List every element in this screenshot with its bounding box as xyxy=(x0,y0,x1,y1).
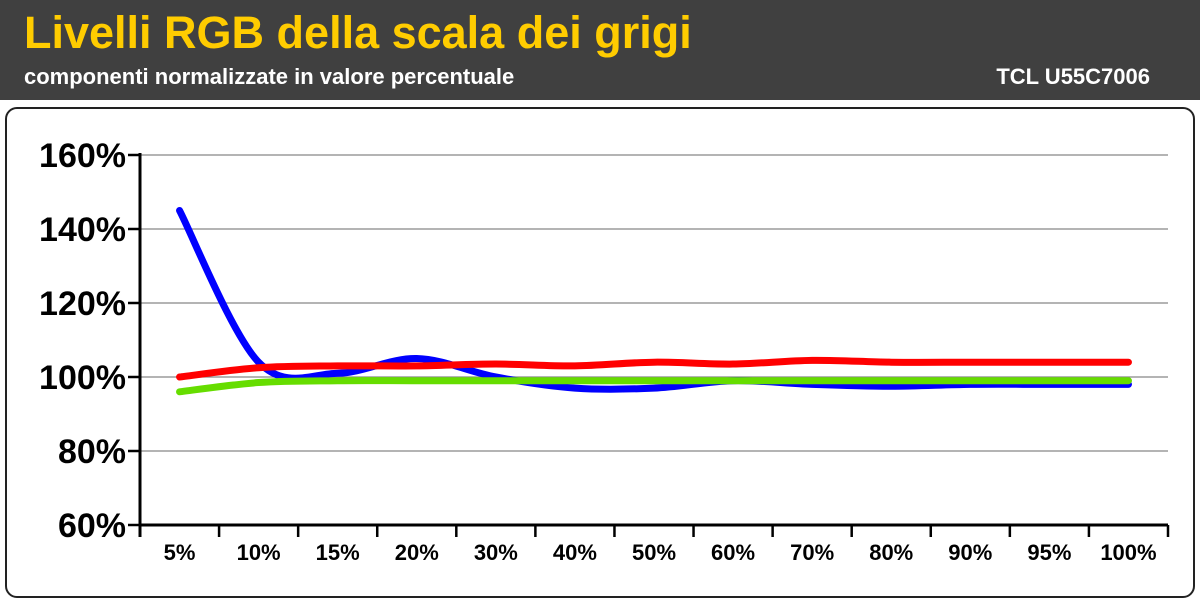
y-tick-label: 140% xyxy=(39,211,126,249)
x-tick-label: 100% xyxy=(1100,540,1156,565)
x-tick-label: 10% xyxy=(237,540,281,565)
series-line-red xyxy=(176,356,1132,381)
x-tick-label: 80% xyxy=(869,540,913,565)
y-tick-label: 160% xyxy=(39,137,126,175)
chart-title: Livelli RGB della scala dei grigi xyxy=(24,7,692,58)
x-tick-label: 5% xyxy=(164,540,196,565)
tv-model-label: TCL U55C7006 xyxy=(996,64,1150,89)
x-tick-label: 90% xyxy=(948,540,992,565)
x-tick-label: 20% xyxy=(395,540,439,565)
y-tick-label: 120% xyxy=(39,285,126,323)
chart-panel xyxy=(5,107,1195,598)
header-bar: Livelli RGB della scala dei grigi compon… xyxy=(0,0,1200,100)
x-tick-label: 50% xyxy=(632,540,676,565)
y-tick-label: 100% xyxy=(39,359,126,397)
y-tick-label: 60% xyxy=(58,507,126,545)
y-tick-label: 80% xyxy=(58,433,126,471)
series-line-blue xyxy=(176,207,1132,393)
x-tick-label: 40% xyxy=(553,540,597,565)
series-line-green xyxy=(176,377,1132,396)
x-tick-label: 60% xyxy=(711,540,755,565)
x-tick-label: 95% xyxy=(1027,540,1071,565)
chart-subtitle: componenti normalizzate in valore percen… xyxy=(24,64,515,89)
x-tick-label: 30% xyxy=(474,540,518,565)
x-tick-label: 15% xyxy=(316,540,360,565)
x-tick-label: 70% xyxy=(790,540,834,565)
